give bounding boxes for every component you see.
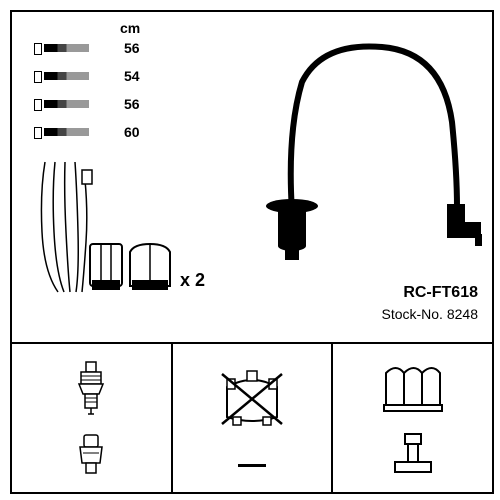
lead-row-3: 60 <box>34 124 140 140</box>
distributor-crossed-icon <box>217 369 287 429</box>
cell-coilpack <box>333 344 492 492</box>
sparkplug-icon <box>71 360 111 418</box>
lead-length-3: 60 <box>124 124 140 140</box>
product-code: RC-FT618 <box>403 284 478 302</box>
terminal-icon <box>391 432 435 476</box>
plug-icon <box>34 41 104 55</box>
upper-panel: cm 56 54 56 60 <box>12 12 492 342</box>
diagram-frame: cm 56 54 56 60 <box>10 10 494 494</box>
coilpack-icon <box>378 361 448 415</box>
lead-row-2: 56 <box>34 96 140 112</box>
plug-icon <box>34 97 104 111</box>
cell-sparkplug <box>12 344 173 492</box>
lower-panel <box>12 342 492 492</box>
cable-bundle-icon <box>30 152 190 312</box>
unit-header: cm <box>120 20 140 36</box>
ignition-cable-icon <box>232 32 482 292</box>
plug-icon <box>34 69 104 83</box>
lead-length-0: 56 <box>124 40 140 56</box>
lead-length-2: 56 <box>124 96 140 112</box>
multiplier-label: x 2 <box>180 270 205 291</box>
boot-icon <box>74 433 108 477</box>
dash-icon <box>238 464 266 467</box>
plug-icon <box>34 125 104 139</box>
stock-number: Stock-No. 8248 <box>381 306 478 322</box>
lead-row-0: 56 <box>34 40 140 56</box>
lead-length-1: 54 <box>124 68 140 84</box>
lead-row-1: 54 <box>34 68 140 84</box>
stock-value: 8248 <box>447 306 478 322</box>
stock-label: Stock-No. <box>381 306 442 322</box>
cell-distributor <box>173 344 334 492</box>
